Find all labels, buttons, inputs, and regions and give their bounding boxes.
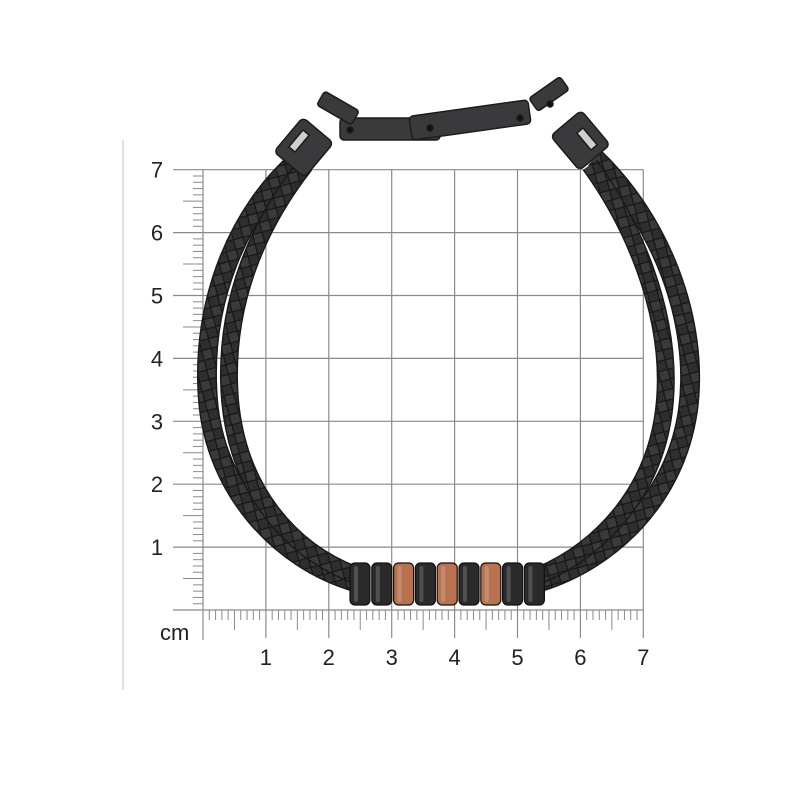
unit-label: cm — [160, 620, 189, 645]
bead-highlight — [484, 566, 489, 602]
ruler-ticks — [183, 175, 638, 630]
bead-group — [349, 562, 546, 606]
x-axis-label: 3 — [386, 645, 398, 670]
y-axis-label: 1 — [151, 535, 163, 560]
black-bead — [458, 562, 480, 606]
bracelet — [197, 76, 701, 606]
bead-highlight — [506, 566, 511, 602]
x-axis-label: 6 — [574, 645, 586, 670]
x-axis-label: 7 — [637, 645, 649, 670]
rose-gold-bead — [436, 562, 458, 606]
black-bead — [523, 562, 546, 606]
rose-gold-bead — [480, 562, 502, 606]
y-axis-label: 7 — [151, 158, 163, 183]
black-bead — [414, 562, 436, 606]
bead-highlight — [397, 566, 402, 602]
x-axis-label: 1 — [260, 645, 272, 670]
y-axis-label: 2 — [151, 472, 163, 497]
black-bead — [349, 562, 371, 606]
x-axis-label: 5 — [511, 645, 523, 670]
y-axis-label: 5 — [151, 284, 163, 309]
bead-highlight — [419, 566, 424, 602]
black-bead — [371, 562, 393, 606]
y-axis-label: 3 — [151, 409, 163, 434]
x-axis-label: 2 — [323, 645, 335, 670]
bead-highlight — [441, 566, 446, 602]
x-axis-label: 4 — [448, 645, 460, 670]
bead-highlight — [528, 566, 533, 602]
y-axis-label: 4 — [151, 346, 163, 371]
bead-highlight — [375, 566, 380, 602]
ruler-labels: cm 1 2 3 4 5 6 7 1 2 3 4 5 6 7 — [151, 158, 650, 670]
bead-highlight — [463, 566, 467, 602]
black-bead — [502, 562, 524, 606]
y-axis-label: 6 — [151, 221, 163, 246]
bead-highlight — [354, 566, 358, 602]
rose-gold-bead — [393, 562, 415, 606]
clasp — [275, 76, 609, 177]
